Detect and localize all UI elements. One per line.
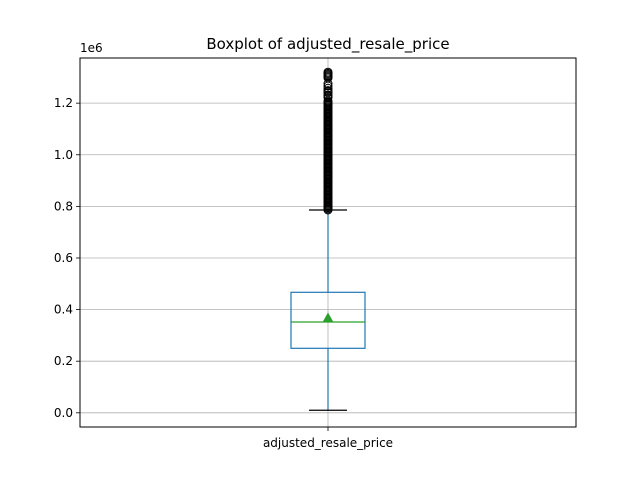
- y-tick-label: 1.2: [54, 96, 73, 110]
- chart-title: Boxplot of adjusted_resale_price: [206, 35, 449, 54]
- y-tick-label: 0.2: [54, 354, 73, 368]
- y-tick-label: 0.0: [54, 406, 73, 420]
- y-tick-label: 0.6: [54, 251, 73, 265]
- y-tick-label: 0.4: [54, 303, 73, 317]
- y-axis-offset-label: 1e6: [80, 41, 103, 55]
- x-tick-label: adjusted_resale_price: [263, 436, 393, 450]
- y-tick-label: 0.8: [54, 199, 73, 213]
- y-tick-label: 1.0: [54, 148, 73, 162]
